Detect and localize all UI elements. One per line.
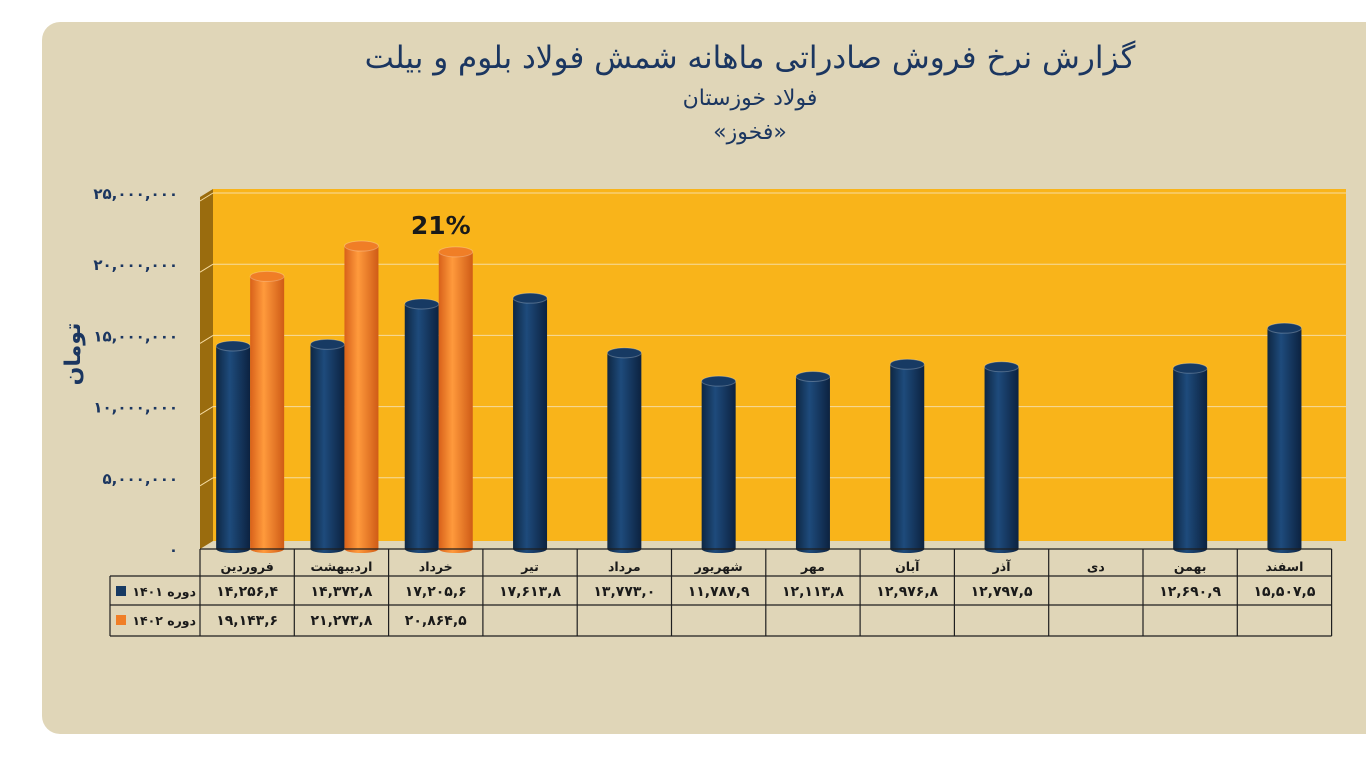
- bar-1401: [889, 358, 925, 553]
- table-value: ۱۱,۷۸۷,۹: [688, 584, 750, 600]
- gridline-side: [199, 334, 214, 344]
- bar-1401: [606, 347, 642, 553]
- table-value: ۱۷,۶۱۳,۸: [499, 584, 561, 600]
- chart-title: گزارش نرخ فروش صادراتی ماهانه شمش فولاد …: [364, 40, 1136, 76]
- category-label: آبان: [895, 559, 920, 574]
- bar-1401: [795, 370, 831, 553]
- table-value: ۱۷,۲۰۵,۶: [405, 584, 467, 600]
- annotation-percent: 21%: [411, 211, 471, 240]
- plot-side-wall: [200, 189, 213, 549]
- y-tick-label: ۱۰,۰۰۰,۰۰۰: [93, 399, 178, 417]
- plot-background: [213, 189, 1346, 541]
- gridline-side: [199, 406, 214, 416]
- gridline-side: [199, 477, 214, 487]
- legend-swatch: [116, 586, 126, 596]
- y-tick-label: ۵,۰۰۰,۰۰۰: [103, 470, 178, 488]
- bar-1401: [984, 361, 1020, 553]
- table-value: ۱۵,۵۰۷,۵: [1253, 584, 1315, 600]
- category-label: بهمن: [1174, 559, 1207, 574]
- y-tick-label: ۲۰,۰۰۰,۰۰۰: [93, 256, 178, 274]
- company-code: «فخوز»: [713, 120, 787, 145]
- y-tick-label: ۲۵,۰۰۰,۰۰۰: [93, 185, 178, 203]
- bar-1401: [512, 292, 548, 553]
- bar-1402: [343, 240, 379, 553]
- bar-1401: [701, 375, 737, 553]
- category-label: فروردین: [221, 559, 274, 574]
- table-value: ۱۲,۱۱۳,۸: [782, 584, 844, 600]
- category-label: شهریور: [694, 559, 743, 574]
- table-value: ۱۹,۱۴۳,۶: [216, 613, 278, 629]
- category-label: آذر: [992, 559, 1012, 574]
- table-value: ۱۴,۳۷۲,۸: [310, 584, 372, 600]
- bar-1402: [438, 246, 474, 553]
- bar-1401: [215, 340, 251, 553]
- table-value: ۱۲,۶۹۰,۹: [1159, 584, 1221, 600]
- table-value: ۱۴,۲۵۶,۴: [216, 584, 278, 600]
- gridline-side: [199, 192, 214, 202]
- table-value: ۱۳,۷۷۳,۰: [593, 584, 655, 600]
- y-axis-label: تومان: [61, 323, 86, 386]
- bar-1401: [1266, 322, 1302, 553]
- category-label: اسفند: [1265, 559, 1303, 574]
- y-tick-label: ۱۵,۰۰۰,۰۰۰: [93, 327, 178, 345]
- category-label: دی: [1087, 559, 1105, 574]
- legend-label: دوره ۱۴۰۱: [132, 584, 196, 599]
- bar-1401: [404, 298, 440, 553]
- category-label: مهر: [800, 559, 825, 574]
- bar-1401: [1172, 362, 1208, 553]
- legend-swatch: [116, 615, 126, 625]
- category-label: خرداد: [419, 559, 453, 574]
- category-label: مرداد: [608, 559, 641, 574]
- category-label: تیر: [520, 559, 539, 574]
- gridline-side: [199, 263, 214, 273]
- bar-1402: [249, 270, 285, 553]
- table-value: ۱۲,۹۷۶,۸: [876, 584, 938, 600]
- legend-label: دوره ۱۴۰۲: [132, 613, 196, 628]
- category-label: اردیبهشت: [310, 559, 372, 574]
- table-value: ۲۱,۲۷۳,۸: [310, 613, 372, 629]
- table-value: ۱۲,۷۹۷,۵: [971, 584, 1033, 600]
- table-value: ۲۰,۸۶۴,۵: [405, 613, 467, 629]
- chart-subtitle: فولاد خوزستان: [682, 86, 818, 111]
- bar-1401: [309, 338, 345, 553]
- y-tick-label: ۰: [169, 541, 178, 559]
